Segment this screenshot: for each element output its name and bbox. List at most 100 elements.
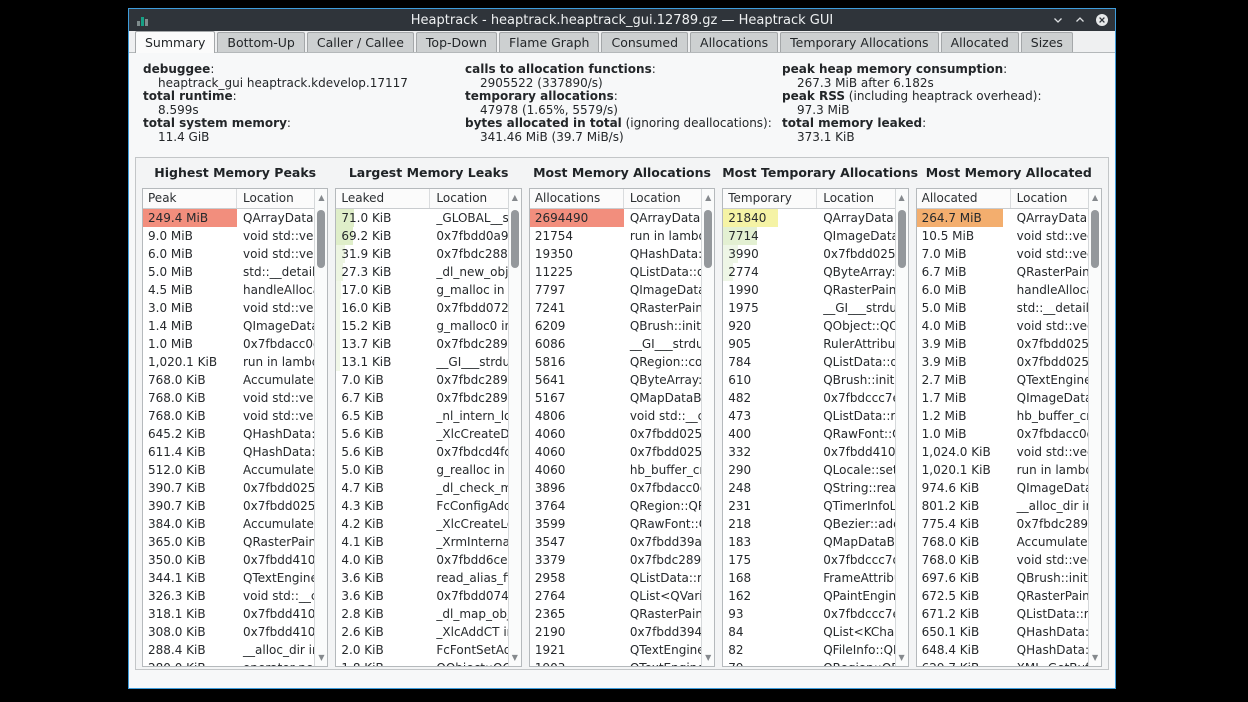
scroll-up-icon[interactable]: ▲	[898, 193, 905, 202]
table-row[interactable]: 280.0 KiB operator new...	[143, 659, 314, 666]
table-row[interactable]: 390.7 KiB 0x7fbdd0250...	[143, 479, 314, 497]
table-row[interactable]: 290 QLocale::set...	[723, 461, 894, 479]
table-row[interactable]: 264.7 MiB QArrayData::...	[916, 209, 1088, 227]
tab-sizes[interactable]: Sizes	[1020, 32, 1073, 52]
table-row[interactable]: 4.7 KiB _dl_check_m...	[336, 479, 507, 497]
table-row[interactable]: 4806 void std::__cx...	[530, 407, 701, 425]
table-row[interactable]: 784 QListData::d...	[723, 353, 894, 371]
table-row[interactable]: 5.6 KiB _XlcCreateDe...	[336, 425, 507, 443]
table-row[interactable]: 6.0 MiB handleAlloca...	[917, 281, 1088, 299]
table-row[interactable]: 2764 QList<QVaria...	[530, 587, 701, 605]
scrollbar-thumb[interactable]	[897, 210, 906, 268]
tab-top-down[interactable]: Top-Down	[415, 32, 497, 52]
table-row[interactable]: 6.7 KiB 0x7fbdc289c...	[336, 389, 507, 407]
table-row[interactable]: 3764 QRegion::QR...	[530, 497, 701, 515]
table-row[interactable]: 318.1 KiB 0x7fbdd4100...	[143, 605, 314, 623]
table-row[interactable]: 9.0 MiB void std::vect...	[143, 227, 314, 245]
table-row[interactable]: 6.0 MiB void std::vect...	[143, 245, 314, 263]
table-row[interactable]: 288.4 KiB __alloc_dir in ...	[143, 641, 314, 659]
table-row[interactable]: 5816 QRegion::cop...	[530, 353, 701, 371]
tab-allocations[interactable]: Allocations	[690, 32, 779, 52]
table-row[interactable]: 4.5 MiB handleAlloca...	[143, 281, 314, 299]
table-row[interactable]: 84 QList<KChart...	[723, 623, 894, 641]
table-row[interactable]: 10.5 MiB void std::vect...	[917, 227, 1088, 245]
table-row[interactable]: 5.6 KiB 0x7fbdcd4fc...	[336, 443, 507, 461]
scrollbar[interactable]: ▲ ▼	[701, 189, 715, 666]
tab-caller-callee[interactable]: Caller / Callee	[306, 32, 414, 52]
table-row[interactable]: 17.0 KiB g_malloc in ?...	[336, 281, 508, 299]
close-button[interactable]	[1095, 13, 1109, 27]
table-row[interactable]: 384.0 KiB Accumulated...	[143, 515, 314, 533]
table-row[interactable]: 7.0 MiB void std::vect...	[917, 245, 1088, 263]
table-row[interactable]: 31.9 KiB 0x7fbdc2884...	[336, 245, 508, 263]
column-header-location[interactable]: Location	[436, 191, 488, 205]
table-row[interactable]: 3547 0x7fbdd39a8...	[530, 533, 701, 551]
table-row[interactable]: 6209 QBrush::init(...	[530, 317, 701, 335]
column-header-location[interactable]: Location	[1016, 191, 1068, 205]
table-row[interactable]: 4.1 KiB _XrmInternal...	[336, 533, 507, 551]
table-row[interactable]: 1,020.1 KiB run in lambd...	[143, 353, 314, 371]
table-row[interactable]: 82 QFileInfo::QFi...	[723, 641, 894, 659]
table-row[interactable]: 1.4 MiB QImageData:...	[143, 317, 314, 335]
table-row[interactable]: 21840 QArrayData::...	[723, 209, 895, 227]
scrollbar[interactable]: ▲ ▼	[507, 189, 521, 666]
table-row[interactable]: 3896 0x7fbdacc0d...	[530, 479, 701, 497]
table-row[interactable]: 4.3 KiB FcConfigAdd...	[336, 497, 507, 515]
table-row[interactable]: 611.4 KiB QHashData::r...	[143, 443, 314, 461]
column-header-location[interactable]: Location	[823, 191, 874, 205]
table-row[interactable]: 4060 hb_buffer_cre...	[530, 461, 701, 479]
minimize-button[interactable]	[1051, 13, 1065, 27]
table-row[interactable]: 1,024.0 KiB void std::vect...	[917, 443, 1088, 461]
tab-flame-graph[interactable]: Flame Graph	[498, 32, 600, 52]
table-row[interactable]: 7714 QImageData:...	[723, 227, 895, 245]
table-row[interactable]: 1.7 MiB QImageData:...	[917, 389, 1088, 407]
table-row[interactable]: 3.9 MiB 0x7fbdd0250...	[917, 353, 1088, 371]
table-row[interactable]: 1.8 KiB QObject::QO...	[336, 659, 507, 666]
scroll-down-icon[interactable]: ▼	[318, 653, 325, 662]
column-header-value[interactable]: Allocated	[917, 189, 1011, 208]
table-row[interactable]: 93 0x7fbdccc7e...	[723, 605, 894, 623]
table-row[interactable]: 697.6 KiB QBrush::init(...	[917, 569, 1088, 587]
table-row[interactable]: 231 QTimerInfoLi...	[723, 497, 894, 515]
table-row[interactable]: 390.7 KiB 0x7fbdd0250...	[143, 497, 314, 515]
table-row[interactable]: 326.3 KiB void std::__cx...	[143, 587, 314, 605]
scrollbar[interactable]: ▲ ▼	[894, 189, 908, 666]
table-row[interactable]: 775.4 KiB 0x7fbdc289b...	[917, 515, 1088, 533]
table-row[interactable]: 768.0 KiB void std::vect...	[143, 407, 314, 425]
scrollbar[interactable]: ▲ ▼	[314, 189, 328, 666]
table-row[interactable]: 2.6 KiB _XlcAddCT in...	[336, 623, 507, 641]
table-row[interactable]: 308.0 KiB 0x7fbdd4100...	[143, 623, 314, 641]
scrollbar[interactable]: ▲ ▼	[1088, 189, 1102, 666]
scrollbar-thumb[interactable]	[317, 210, 326, 268]
table-row[interactable]: 920 QObject::QO...	[723, 317, 894, 335]
table-row[interactable]: 6086 __GI___strdup...	[530, 335, 701, 353]
table-row[interactable]: 344.1 KiB QTextEngine:...	[143, 569, 314, 587]
table-row[interactable]: 1.0 MiB 0x7fbdacc0d...	[917, 425, 1088, 443]
column-header-location[interactable]: Location	[243, 191, 294, 205]
table-row[interactable]: 974.6 KiB QImageData:...	[917, 479, 1088, 497]
scrollbar-thumb[interactable]	[1091, 210, 1100, 268]
table-row[interactable]: 183 QMapDataBa...	[723, 533, 894, 551]
table-row[interactable]: 2.0 KiB FcFontSetAd...	[336, 641, 507, 659]
table-row[interactable]: 5641 QByteArray::r...	[530, 371, 701, 389]
table-row[interactable]: 512.0 KiB Accumulated...	[143, 461, 314, 479]
scroll-up-icon[interactable]: ▲	[318, 193, 325, 202]
table-row[interactable]: 3599 QRawFont::Q...	[530, 515, 701, 533]
table-row[interactable]: 6.5 KiB _nl_intern_lo...	[336, 407, 507, 425]
table-row[interactable]: 3.6 KiB read_alias_fil...	[336, 569, 507, 587]
table-row[interactable]: 5167 QMapDataBa...	[530, 389, 701, 407]
maximize-button[interactable]	[1073, 13, 1087, 27]
table-row[interactable]: 248 QString::reall...	[723, 479, 894, 497]
table-row[interactable]: 5.0 MiB std::__detail::...	[143, 263, 314, 281]
table-row[interactable]: 3.9 MiB 0x7fbdd0250...	[917, 335, 1088, 353]
table-row[interactable]: 7241 QRasterPaint...	[530, 299, 701, 317]
table-row[interactable]: 473 QListData::re...	[723, 407, 894, 425]
table-row[interactable]: 672.5 KiB QRasterPaint...	[917, 587, 1088, 605]
tab-allocated[interactable]: Allocated	[940, 32, 1019, 52]
table-row[interactable]: 4060 0x7fbdd0250...	[530, 425, 701, 443]
table-row[interactable]: 648.4 KiB QHashData::r...	[917, 641, 1088, 659]
scroll-down-icon[interactable]: ▼	[705, 653, 712, 662]
scroll-down-icon[interactable]: ▼	[898, 653, 905, 662]
table-row[interactable]: 27.3 KiB _dl_new_obje...	[336, 263, 508, 281]
table-row[interactable]: 4.0 KiB 0x7fbdd6ce4...	[336, 551, 507, 569]
